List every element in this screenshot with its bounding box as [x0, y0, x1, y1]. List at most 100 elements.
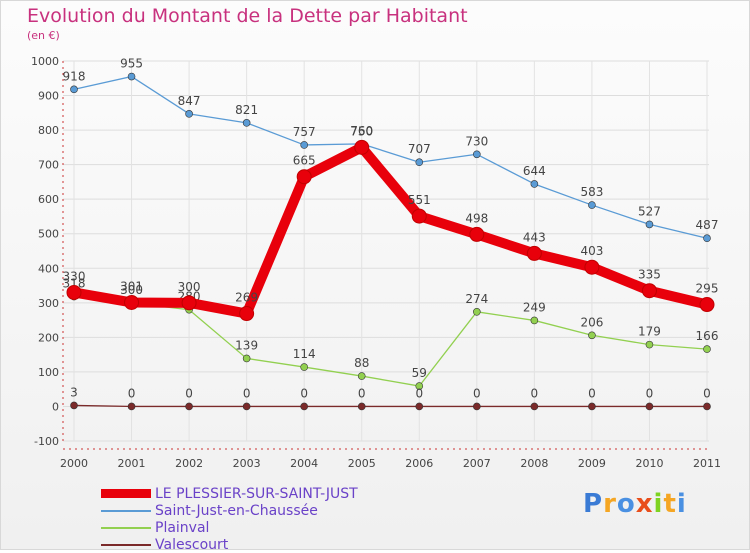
data-point-1	[473, 150, 481, 159]
x-tick-label: 2001	[118, 457, 146, 470]
data-point-1	[530, 180, 539, 188]
data-label-3: 0	[473, 386, 481, 400]
chart-title: Evolution du Montant de la Dette par Hab…	[27, 5, 468, 27]
logo-letter: r	[603, 489, 617, 519]
logo-letter: i	[653, 489, 664, 519]
data-label-1: 757	[293, 125, 316, 139]
logo-letter: P	[583, 489, 604, 519]
y-tick-label: 300	[38, 297, 59, 310]
chart-subtitle: (en €)	[27, 29, 60, 42]
logo-letter: t	[663, 489, 677, 519]
x-tick-label: 2000	[60, 457, 88, 470]
data-label-1: 644	[523, 164, 546, 178]
legend-label: LE PLESSIER-SUR-SAINT-JUST	[155, 485, 358, 502]
x-tick-label: 2003	[233, 457, 261, 470]
data-label-1: 821	[235, 103, 258, 117]
data-point-1	[588, 201, 596, 209]
data-label-0: 295	[696, 282, 719, 296]
data-label-2: 249	[523, 300, 546, 314]
data-point-2	[645, 340, 654, 349]
y-tick-label: 600	[38, 193, 59, 206]
data-point-3	[473, 402, 481, 411]
y-tick-label: 0	[52, 400, 59, 413]
data-label-1: 487	[696, 218, 719, 232]
data-point-2	[530, 316, 539, 325]
data-label-2: 59	[412, 366, 427, 380]
data-point-3	[530, 402, 539, 411]
data-point-3	[300, 402, 308, 411]
data-point-3	[127, 402, 136, 411]
data-point-0	[411, 208, 427, 224]
data-label-2: 300	[120, 283, 143, 297]
legend-item: LE PLESSIER-SUR-SAINT-JUST	[101, 485, 358, 502]
data-label-0: 301	[120, 279, 143, 293]
data-point-2	[300, 363, 308, 371]
data-point-0	[699, 297, 715, 313]
y-tick-label: -100	[34, 435, 59, 448]
data-point-3	[70, 401, 78, 410]
data-label-0: 269	[235, 291, 258, 305]
data-point-2	[703, 345, 711, 353]
data-point-3	[645, 402, 654, 411]
x-tick-label: 2010	[635, 457, 663, 470]
data-point-0	[181, 295, 197, 311]
series-line-1	[73, 75, 708, 239]
legend-label: Saint-Just-en-Chaussée	[155, 502, 318, 519]
data-label-2: 274	[465, 292, 488, 306]
y-tick-label: 100	[38, 366, 59, 379]
data-label-0: 498	[465, 211, 488, 225]
data-label-3: 0	[646, 386, 654, 400]
data-label-0: 403	[580, 244, 603, 258]
series-line-0	[73, 142, 709, 319]
data-point-2	[415, 382, 424, 390]
data-label-3: 0	[415, 386, 423, 400]
data-label-0: 665	[293, 154, 316, 168]
data-point-1	[127, 72, 136, 81]
logo-letter: i	[676, 489, 687, 519]
data-label-3: 0	[243, 386, 251, 400]
data-label-0: 330	[63, 269, 86, 283]
legend-swatch	[101, 489, 151, 498]
data-point-3	[357, 402, 366, 411]
data-label-1: 955	[120, 57, 143, 71]
series-line-3	[73, 404, 707, 408]
data-label-2: 114	[293, 347, 316, 361]
data-point-3	[185, 402, 193, 411]
data-point-1	[645, 220, 654, 229]
data-label-1: 583	[580, 185, 603, 199]
legend-label: Valescourt	[155, 536, 229, 553]
data-point-0	[584, 259, 600, 275]
data-label-3: 0	[185, 386, 193, 400]
data-label-3: 0	[588, 386, 596, 400]
data-label-3: 0	[300, 386, 308, 400]
data-label-2: 206	[580, 315, 603, 329]
legend-swatch	[101, 526, 151, 529]
data-point-2	[242, 354, 251, 363]
data-label-1: 760	[350, 124, 373, 138]
data-point-3	[242, 402, 251, 411]
data-point-0	[66, 284, 82, 300]
data-point-1	[242, 119, 251, 127]
data-point-0	[239, 306, 255, 322]
data-point-0	[469, 226, 485, 242]
logo-letter: o	[616, 489, 636, 519]
data-label-2: 88	[354, 356, 369, 370]
data-label-3: 0	[531, 386, 539, 400]
x-tick-label: 2002	[175, 457, 203, 470]
data-point-0	[124, 294, 140, 310]
data-label-1: 730	[465, 134, 488, 148]
data-label-0: 443	[523, 230, 546, 244]
x-tick-label: 2008	[520, 457, 548, 470]
data-point-1	[185, 110, 193, 118]
data-point-1	[415, 158, 424, 167]
data-label-0: 300	[178, 280, 201, 294]
data-point-1	[703, 234, 711, 243]
y-tick-label: 400	[38, 262, 59, 275]
legend-item: Plainval	[101, 519, 358, 536]
chart-legend: LE PLESSIER-SUR-SAINT-JUST Saint-Just-en-…	[101, 485, 358, 553]
data-label-1: 527	[638, 204, 661, 218]
data-label-1: 918	[63, 69, 86, 83]
data-point-3	[703, 402, 711, 411]
